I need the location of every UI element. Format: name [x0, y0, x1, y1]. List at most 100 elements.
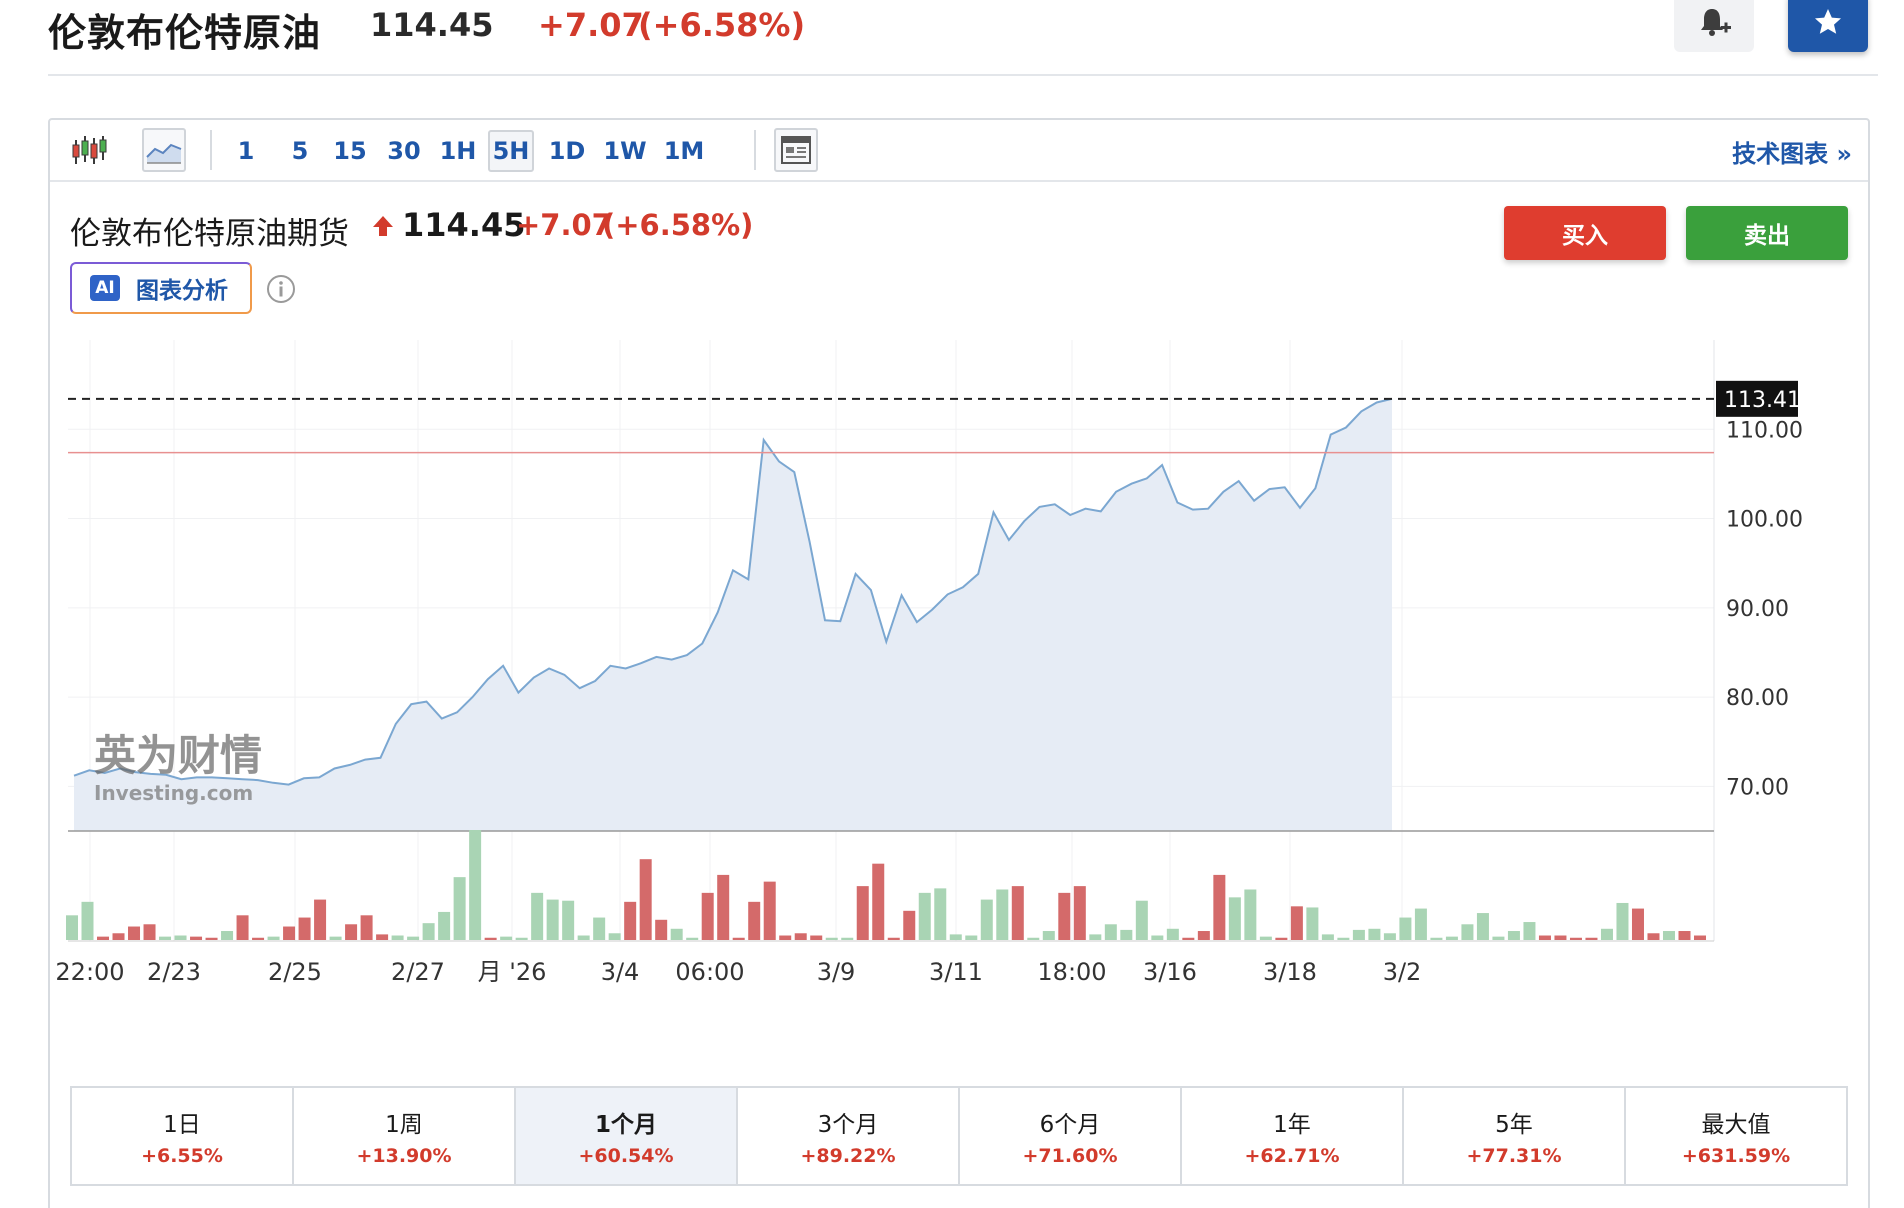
- interval-1w[interactable]: 1W: [603, 137, 647, 165]
- volume-bar: [422, 923, 435, 940]
- toolbar-divider: [210, 130, 212, 170]
- volume-bar: [1337, 937, 1350, 940]
- chart-toolbar: 1 5 15 30 1H 5H 1D 1W 1M 技术图表 »: [50, 120, 1868, 182]
- period-5[interactable]: 6个月 +71.60%: [960, 1088, 1182, 1184]
- period-6[interactable]: 1年 +62.71%: [1182, 1088, 1404, 1184]
- period-8[interactable]: 最大值 +631.59%: [1626, 1088, 1846, 1184]
- watermark-en: Investing.com: [94, 781, 253, 805]
- area-chart-button[interactable]: [142, 128, 186, 172]
- volume-bar: [732, 937, 745, 940]
- volume-bar: [1569, 937, 1582, 940]
- period-label: 1日: [163, 1112, 201, 1138]
- volume-bars: [66, 830, 1706, 940]
- volume-bar: [1058, 892, 1071, 940]
- ai-label: 图表分析: [136, 278, 228, 304]
- watchlist-button[interactable]: [1788, 0, 1868, 52]
- volume-bar: [1073, 886, 1086, 940]
- y-tick-label: 90.00: [1726, 597, 1789, 622]
- period-1[interactable]: 1日 +6.55%: [72, 1088, 294, 1184]
- volume-bar: [345, 924, 358, 940]
- volume-bar: [965, 935, 978, 940]
- period-label: 1个月: [594, 1112, 657, 1138]
- volume-bar: [360, 915, 373, 940]
- volume-bar: [1352, 929, 1365, 940]
- volume-bar: [531, 892, 544, 940]
- volume-bar: [267, 936, 280, 940]
- volume-bar: [577, 935, 590, 940]
- interval-5[interactable]: 5: [291, 137, 309, 165]
- ai-badge: AI: [90, 275, 120, 301]
- volume-bar: [252, 937, 265, 940]
- volume-bar: [283, 926, 296, 940]
- volume-bar: [887, 937, 900, 940]
- x-tick-label: 2/27: [391, 958, 445, 986]
- volume-bar: [1631, 908, 1644, 940]
- header-price: 114.45: [370, 6, 494, 44]
- technical-chart-link[interactable]: 技术图表 »: [1732, 140, 1852, 168]
- buy-button[interactable]: 买入: [1504, 206, 1666, 260]
- volume-bar: [1244, 889, 1257, 940]
- area-chart-icon: [146, 143, 182, 164]
- volume-bar: [1135, 900, 1148, 940]
- x-tick-label: 3/11: [929, 958, 983, 986]
- volume-bar: [763, 881, 776, 940]
- volume-bar: [500, 936, 513, 940]
- price-chart[interactable]: 110.00 100.00 90.00 80.00 70.00 113.41 英为财情 …: [50, 340, 1868, 1080]
- volume-bar: [329, 936, 342, 940]
- volume-bar: [128, 926, 141, 940]
- volume-bar: [1321, 934, 1334, 940]
- volume-bar: [794, 933, 807, 940]
- ai-chart-analysis-button[interactable]: AI 图表分析: [70, 262, 252, 314]
- volume-bar: [1538, 935, 1551, 940]
- sell-button[interactable]: 卖出: [1686, 206, 1848, 260]
- volume-bar: [1585, 937, 1598, 940]
- volume-bar: [810, 935, 823, 940]
- period-change: +6.55%: [141, 1145, 223, 1167]
- volume-bar: [562, 900, 575, 940]
- volume-bar: [1492, 936, 1505, 940]
- volume-bar: [546, 899, 559, 940]
- interval-1m[interactable]: 1M: [663, 137, 705, 165]
- volume-bar: [1027, 937, 1040, 940]
- period-4[interactable]: 3个月 +89.22%: [738, 1088, 960, 1184]
- chart-layout-button[interactable]: [774, 128, 818, 172]
- volume-bar: [1600, 928, 1613, 940]
- volume-bar: [438, 911, 451, 940]
- volume-bar: [236, 915, 249, 940]
- volume-bar: [1104, 924, 1117, 940]
- volume-bar: [717, 874, 730, 940]
- volume-bar: [1042, 931, 1055, 940]
- x-tick-label: 3/16: [1143, 958, 1197, 986]
- interval-1[interactable]: 1: [237, 137, 255, 165]
- period-3[interactable]: 1个月 +60.54%: [516, 1088, 738, 1184]
- volume-bar: [1166, 928, 1179, 940]
- volume-bar: [686, 937, 699, 940]
- interval-5h[interactable]: 5H: [488, 130, 534, 172]
- volume-bar: [639, 859, 652, 940]
- period-2[interactable]: 1周 +13.90%: [294, 1088, 516, 1184]
- volume-bar: [391, 935, 404, 940]
- volume-bar: [159, 936, 172, 940]
- interval-1d[interactable]: 1D: [548, 137, 586, 165]
- add-alert-button[interactable]: [1674, 0, 1754, 52]
- instrument-price: 114.45: [402, 206, 526, 244]
- period-7[interactable]: 5年 +77.31%: [1404, 1088, 1626, 1184]
- volume-bar: [996, 889, 1009, 940]
- interval-15[interactable]: 15: [333, 137, 367, 165]
- volume-bar: [593, 917, 606, 940]
- bell-plus-icon: [1701, 9, 1731, 36]
- period-change: +71.60%: [1022, 1145, 1118, 1167]
- candlestick-chart-button[interactable]: [68, 128, 112, 172]
- volume-bar: [841, 937, 854, 940]
- page-title: 伦敦布伦特原油: [48, 11, 322, 55]
- interval-1h[interactable]: 1H: [439, 137, 477, 165]
- volume-bar: [1089, 934, 1102, 940]
- info-icon[interactable]: [266, 274, 296, 304]
- period-label: 5年: [1495, 1112, 1533, 1138]
- interval-30[interactable]: 30: [387, 137, 421, 165]
- volume-bar: [748, 901, 761, 940]
- volume-bar: [934, 888, 947, 940]
- current-price-box: [1716, 380, 1798, 417]
- period-change: +60.54%: [578, 1145, 674, 1167]
- star-icon: [1815, 9, 1841, 34]
